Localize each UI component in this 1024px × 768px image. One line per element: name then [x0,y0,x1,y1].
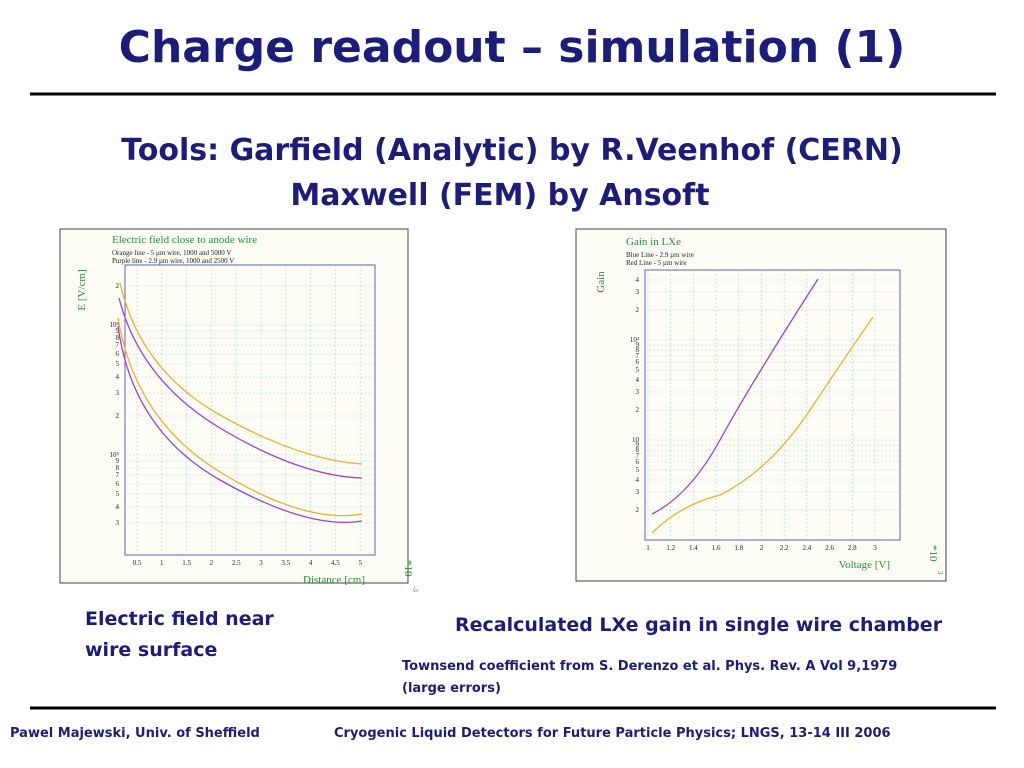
y-tick-label: 5 [116,490,120,498]
x-tick-label: 1.4 [689,544,698,552]
x-axis-label: Distance [cm] [303,574,365,586]
x-tick-label: 4.5 [331,559,340,567]
y-tick-label: 8 [116,464,120,472]
footer-left: Pawel Majewski, Univ. of Sheffield [10,726,260,741]
x-tick-label: 3.5 [281,559,290,567]
x-exponent: 3 [936,571,944,575]
plot-title: Electric field close to anode wire [112,234,257,246]
subtitle: Maxwell (FEM) by Ansoft [290,178,709,213]
x-tick-label: 1.6 [712,544,721,552]
x-tick-label: 4 [309,559,313,567]
y-axis-label: E [V/cm] [76,269,88,310]
plot-frame [59,228,409,584]
y-tick-label: 3 [116,519,120,527]
y-tick-label: 5 [116,360,120,368]
y-tick-label: 8 [636,346,640,354]
legend: Purple line - 2.9 µm wire, 1000 and 2500… [112,257,234,265]
legend: Orange line - 5 µm wire, 1000 and 5000 V [112,249,231,257]
y-tick-label: 3 [636,488,640,496]
legend: Red Line - 5 µm wire [626,259,687,267]
footer-right: Cryogenic Liquid Detectors for Future Pa… [334,726,891,741]
plot-title: Gain in LXe [626,236,681,248]
slide-title: Charge readout – simulation (1) [119,22,906,73]
x-multiplier: *10 [927,545,939,562]
y-tick-label: 5 [636,466,640,474]
x-tick-label: 2 [210,559,214,567]
x-tick-label: 1 [160,559,164,567]
note: (large errors) [402,681,501,696]
axes [644,269,901,541]
y-tick-label: 2 [116,412,120,420]
x-tick-label: 2.6 [825,544,834,552]
y-tick-label: 10 [632,436,640,444]
x-multiplier: *10 [402,560,414,577]
y-tick-label: 6 [636,358,640,366]
y-tick-label: 7 [636,352,640,360]
subtitle: Tools: Garfield (Analytic) by R.Veenhof … [121,133,902,168]
y-tick-label: 7 [116,341,120,349]
curve [117,317,363,517]
x-axis-label: Voltage [V] [839,559,890,571]
caption: Electric field near [85,608,274,630]
x-tick-label: 5 [358,559,362,567]
y-tick-label: 4 [636,376,640,384]
axes [124,264,376,556]
y-tick-label: 6 [116,350,120,358]
y-tick-label: 3 [116,389,120,397]
plot-frame [575,228,947,582]
y-tick-label: 6 [116,480,120,488]
curve [119,282,363,465]
x-tick-label: 0.5 [133,559,142,567]
y-tick-label: 2 [636,506,640,514]
y-tick-label: 4 [116,373,120,381]
y-tick-label: 10⁵ [110,451,120,459]
y-tick-label: 8 [636,446,640,454]
legend: Blue Line - 2.9 µm wire [626,251,694,259]
caption: Recalculated LXe gain in single wire cha… [455,614,943,636]
y-tick-label: 2 [116,282,120,290]
x-tick-label: 1.5 [182,559,191,567]
y-tick-label: 5 [636,366,640,374]
x-tick-label: 3 [873,544,877,552]
caption: wire surface [85,639,217,661]
x-tick-label: 1 [646,544,650,552]
y-tick-label: 7 [116,471,120,479]
note: Townsend coefficient from S. Derenzo et … [402,659,897,674]
x-exponent: -3 [411,586,419,592]
x-tick-label: 2.4 [803,544,812,552]
curve [651,316,874,534]
y-axis-label: Gain [595,271,607,293]
y-tick-label: 7 [636,452,640,460]
x-tick-label: 1.8 [734,544,743,552]
y-tick-label: 10² [630,336,639,344]
x-tick-label: 2 [760,544,764,552]
y-tick-label: 8 [116,334,120,342]
curve [118,297,363,479]
curve [651,278,819,515]
y-tick-label: 9 [636,441,640,449]
y-tick-label: 4 [636,276,640,284]
y-tick-label: 10⁶ [110,321,120,329]
x-tick-label: 2.2 [780,544,789,552]
y-tick-label: 9 [116,457,120,465]
curve [117,325,363,524]
y-tick-label: 3 [636,288,640,296]
y-tick-label: 2 [636,406,640,414]
y-tick-label: 3 [636,388,640,396]
y-tick-label: 4 [116,503,120,511]
y-tick-label: 6 [636,458,640,466]
y-tick-label: 4 [636,476,640,484]
x-tick-label: 2.8 [848,544,857,552]
x-tick-label: 3 [259,559,263,567]
y-tick-label: 9 [636,341,640,349]
x-tick-label: 1.2 [666,544,675,552]
y-tick-label: 2 [636,306,640,314]
x-tick-label: 2.5 [232,559,241,567]
y-tick-label: 9 [116,327,120,335]
